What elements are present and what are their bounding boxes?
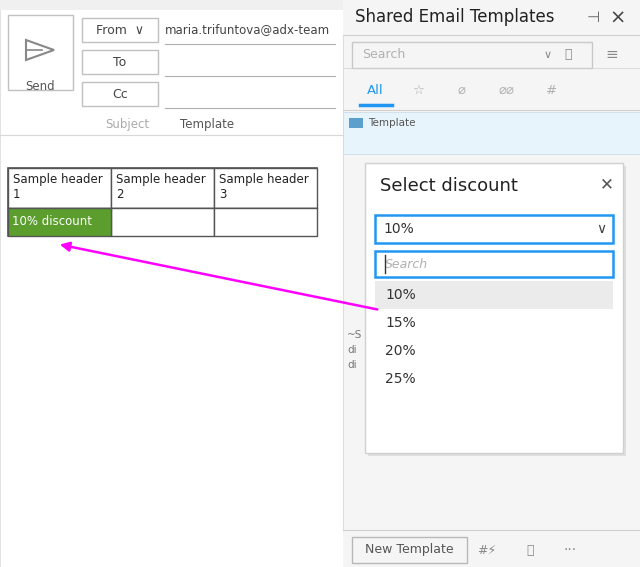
Bar xyxy=(343,530,640,567)
Bar xyxy=(214,208,317,236)
Text: ~S: ~S xyxy=(347,330,362,340)
Text: #⚡: #⚡ xyxy=(477,544,497,556)
Bar xyxy=(375,215,613,243)
Text: ⌀: ⌀ xyxy=(458,83,466,96)
Text: Send: Send xyxy=(25,80,55,93)
Text: Search: Search xyxy=(362,49,405,61)
Bar xyxy=(8,15,73,90)
Text: ×: × xyxy=(610,9,626,28)
Text: From  ∨: From ∨ xyxy=(96,23,144,36)
Bar xyxy=(375,365,613,393)
Text: di: di xyxy=(347,345,356,355)
FancyArrowPatch shape xyxy=(63,243,377,310)
Text: ···: ··· xyxy=(563,543,577,557)
Text: ≡: ≡ xyxy=(605,48,618,62)
Bar xyxy=(82,82,158,106)
Bar xyxy=(8,208,111,236)
Text: Sample header
3: Sample header 3 xyxy=(219,173,308,201)
Text: di: di xyxy=(347,360,356,370)
Bar xyxy=(82,50,158,74)
Text: maria.trifuntova@adx-team: maria.trifuntova@adx-team xyxy=(165,23,330,36)
Bar xyxy=(596,42,634,68)
Text: #: # xyxy=(547,83,557,96)
Bar xyxy=(349,118,363,128)
Text: ☆: ☆ xyxy=(412,83,424,96)
Text: To: To xyxy=(113,56,127,69)
Bar xyxy=(111,208,214,236)
Bar xyxy=(214,168,317,208)
Text: 25%: 25% xyxy=(385,372,415,386)
Bar xyxy=(343,0,640,35)
Bar xyxy=(8,168,317,236)
Text: 15%: 15% xyxy=(385,316,416,330)
Text: ⊣: ⊣ xyxy=(586,10,600,25)
Text: New Template: New Template xyxy=(365,544,453,556)
Text: 🔔: 🔔 xyxy=(526,544,534,556)
Text: ∨: ∨ xyxy=(596,222,606,236)
Text: 10% discount: 10% discount xyxy=(12,215,92,228)
Bar xyxy=(375,337,613,365)
Text: Cc: Cc xyxy=(112,87,128,100)
Bar xyxy=(375,309,613,337)
Text: 20%: 20% xyxy=(385,344,415,358)
Text: ∨: ∨ xyxy=(544,50,552,60)
Text: Shared Email Templates: Shared Email Templates xyxy=(355,8,554,26)
Text: ⌀⌀: ⌀⌀ xyxy=(499,83,515,96)
Text: Subject: Subject xyxy=(105,118,149,131)
Text: Template: Template xyxy=(180,118,234,131)
Bar xyxy=(343,0,640,567)
Bar xyxy=(82,18,158,42)
Bar xyxy=(368,166,626,456)
Text: ✕: ✕ xyxy=(600,175,614,193)
Text: Template: Template xyxy=(368,118,415,128)
Text: 10%: 10% xyxy=(385,288,416,302)
Text: Sample header
1: Sample header 1 xyxy=(13,173,103,201)
Bar xyxy=(352,537,467,563)
Text: Search: Search xyxy=(385,257,428,270)
Bar xyxy=(352,42,592,68)
Text: Select discount: Select discount xyxy=(380,177,518,195)
Bar xyxy=(365,163,623,453)
Bar xyxy=(0,0,343,567)
Bar xyxy=(375,281,613,309)
Bar xyxy=(343,112,640,154)
Bar xyxy=(0,0,343,10)
Text: Sample header
2: Sample header 2 xyxy=(116,173,205,201)
Text: 🔍: 🔍 xyxy=(564,49,572,61)
Bar xyxy=(375,251,613,277)
Bar xyxy=(8,168,111,208)
Bar xyxy=(111,168,214,208)
Text: 10%: 10% xyxy=(383,222,413,236)
Text: All: All xyxy=(367,83,383,96)
